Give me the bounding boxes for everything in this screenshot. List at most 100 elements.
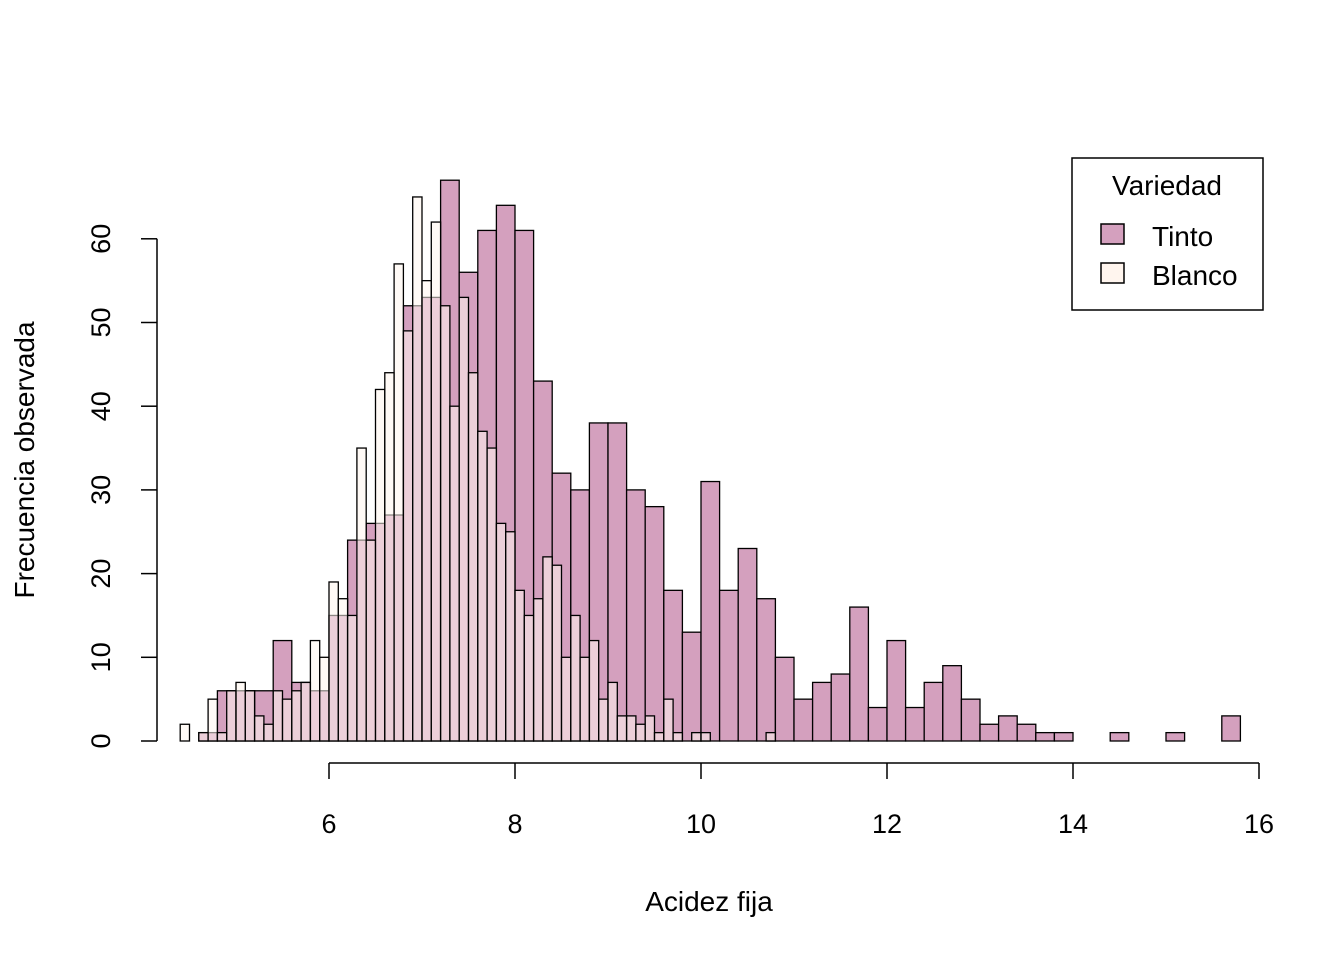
blanco-bar (263, 723, 274, 742)
y-tick-label: 10 (86, 642, 116, 672)
tinto-bar (718, 589, 739, 742)
blanco-bar (551, 564, 563, 742)
blanco-bar (598, 698, 609, 742)
blanco-bar (384, 372, 395, 742)
blanco-bar (300, 681, 312, 742)
blanco-bar (374, 388, 386, 742)
legend-title: Variedad (1112, 170, 1222, 201)
tinto-bar (1165, 731, 1186, 742)
tinto-bar (793, 698, 814, 742)
blanco-bar (226, 690, 237, 742)
blanco-bar (365, 539, 377, 742)
x-tick-label: 14 (1058, 809, 1088, 839)
blanco-bar (486, 447, 498, 742)
legend-label-tinto: Tinto (1152, 221, 1213, 252)
tinto-bar (1221, 715, 1242, 742)
blanco-bars (179, 196, 777, 742)
blanco-bar (616, 715, 628, 742)
x-tick-label: 12 (872, 809, 902, 839)
y-axis: 0 10 20 30 40 50 60 (86, 224, 158, 749)
blanco-bar (393, 263, 405, 742)
tinto-bar (1016, 723, 1037, 742)
blanco-bar (505, 531, 516, 742)
blanco-bar (272, 690, 284, 742)
tinto-bar (979, 723, 1000, 742)
blanco-bar (244, 690, 256, 742)
tinto-bar (904, 706, 925, 742)
x-tick-label: 8 (507, 809, 522, 839)
y-tick-label: 20 (86, 559, 116, 589)
blanco-bar (179, 723, 191, 742)
x-tick-label: 16 (1244, 809, 1274, 839)
tinto-bar (1053, 731, 1074, 742)
blanco-bar (700, 731, 711, 742)
legend-swatch-tinto (1100, 223, 1125, 245)
y-tick-label: 30 (86, 475, 116, 505)
blanco-bar (532, 598, 544, 742)
blanco-bar (635, 723, 646, 742)
tinto-bar (997, 715, 1018, 742)
blanco-bar (663, 698, 674, 742)
blanco-bar (570, 614, 581, 742)
tinto-bar (681, 631, 702, 742)
blanco-bar (328, 581, 339, 742)
tinto-bar (867, 706, 888, 742)
blanco-bar (560, 656, 572, 742)
y-tick-label: 0 (86, 733, 116, 748)
y-tick-label: 60 (86, 224, 116, 254)
tinto-bar (1109, 731, 1130, 742)
blanco-bar (672, 731, 684, 742)
blanco-bar (421, 279, 432, 742)
x-tick-label: 10 (686, 809, 716, 839)
blanco-bar (402, 330, 414, 742)
tinto-bar (625, 489, 646, 742)
blanco-bar (281, 698, 293, 742)
tinto-bar (849, 606, 870, 742)
blanco-bar (588, 639, 600, 742)
tinto-bar (644, 505, 665, 742)
blanco-bar (579, 656, 591, 742)
x-axis-title: Acidez fija (645, 886, 773, 917)
blanco-bar (291, 690, 302, 742)
blanco-bar (235, 681, 246, 742)
blanco-bar (625, 715, 637, 742)
blanco-bar (346, 614, 358, 742)
blanco-bar (653, 731, 665, 742)
blanco-bar (449, 405, 460, 742)
blanco-bar (458, 296, 470, 742)
blanco-bar (198, 731, 209, 742)
y-tick-label: 50 (86, 307, 116, 337)
blanco-bar (430, 221, 442, 742)
blanco-bar (319, 656, 330, 742)
blanco-bar (495, 522, 507, 742)
blanco-bar (207, 698, 219, 742)
tinto-bar (774, 656, 795, 742)
tinto-bar (700, 480, 721, 742)
legend-label-blanco: Blanco (1152, 260, 1238, 291)
blanco-bar (412, 196, 423, 742)
x-tick-label: 6 (321, 809, 336, 839)
blanco-bar (439, 305, 451, 742)
blanco-bar (216, 731, 228, 742)
x-axis: 6 8 10 12 14 16 (321, 762, 1274, 839)
tinto-bar (1035, 731, 1056, 742)
blanco-bar (542, 556, 553, 742)
blanco-bar (309, 639, 321, 742)
blanco-bar (253, 715, 265, 742)
tinto-bar (886, 639, 907, 742)
tinto-bar (960, 698, 981, 742)
blanco-bar (691, 731, 702, 742)
tinto-bar (737, 547, 758, 742)
y-tick-label: 40 (86, 391, 116, 421)
blanco-bar (514, 589, 525, 742)
blanco-bar (356, 447, 367, 742)
tinto-bar (830, 673, 851, 742)
tinto-bar (756, 598, 777, 742)
tinto-bar (811, 681, 832, 742)
tinto-bar (942, 665, 963, 742)
blanco-bar (467, 372, 479, 742)
legend-swatch-blanco (1100, 262, 1125, 284)
blanco-bar (477, 430, 488, 742)
blanco-bar (644, 715, 656, 742)
